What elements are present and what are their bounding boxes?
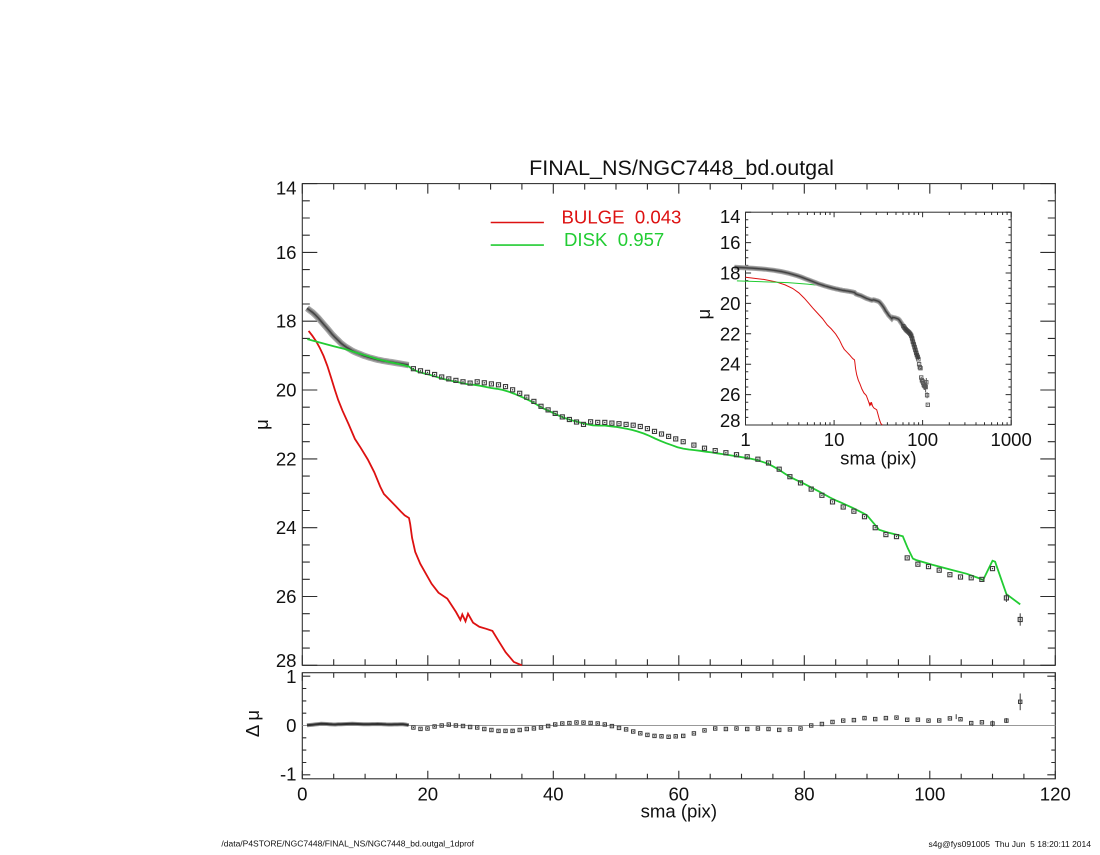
- svg-text:20: 20: [720, 293, 741, 314]
- svg-text:40: 40: [543, 784, 564, 805]
- svg-text:20: 20: [417, 784, 438, 805]
- svg-text:24: 24: [720, 354, 741, 375]
- svg-text:0: 0: [297, 784, 307, 805]
- svg-text:μ: μ: [251, 419, 272, 430]
- svg-text:22: 22: [276, 448, 297, 469]
- svg-text:10: 10: [824, 429, 845, 450]
- svg-text:28: 28: [720, 410, 741, 431]
- svg-text:18: 18: [276, 311, 297, 332]
- svg-text:-1: -1: [280, 763, 297, 784]
- svg-text:Δ μ: Δ μ: [242, 710, 263, 737]
- svg-text:1: 1: [286, 666, 296, 687]
- svg-text:26: 26: [720, 384, 741, 405]
- svg-text:FINAL_NS/NGC7448_bd.outgal: FINAL_NS/NGC7448_bd.outgal: [529, 156, 834, 180]
- svg-text:μ: μ: [693, 309, 714, 320]
- svg-text:14: 14: [720, 206, 741, 227]
- svg-text:sma (pix): sma (pix): [641, 801, 717, 822]
- svg-text:26: 26: [276, 586, 297, 607]
- svg-text:1000: 1000: [991, 429, 1032, 450]
- svg-text:s4g@fys091005 Thu Jun 5 18:2: s4g@fys091005 Thu Jun 5 18:20:11 2014: [928, 839, 1091, 849]
- svg-text:20: 20: [276, 380, 297, 401]
- svg-text:1: 1: [740, 429, 750, 450]
- svg-text:14: 14: [276, 178, 297, 199]
- svg-text:18: 18: [720, 263, 741, 284]
- svg-text:/data/P4STORE/NGC7448/FINAL_NS: /data/P4STORE/NGC7448/FINAL_NS/NGC7448_b…: [221, 839, 474, 849]
- svg-text:100: 100: [914, 784, 945, 805]
- svg-text:80: 80: [794, 784, 815, 805]
- svg-text:28: 28: [276, 650, 297, 671]
- svg-text:BULGE 0.043: BULGE 0.043: [562, 207, 682, 228]
- svg-text:DISK 0.957: DISK 0.957: [564, 229, 664, 250]
- svg-text:24: 24: [276, 517, 297, 538]
- svg-text:sma (pix): sma (pix): [840, 448, 916, 469]
- svg-text:0: 0: [286, 715, 296, 736]
- svg-text:16: 16: [720, 232, 741, 253]
- svg-text:16: 16: [276, 242, 297, 263]
- svg-text:22: 22: [720, 323, 741, 344]
- svg-text:120: 120: [1040, 784, 1071, 805]
- svg-text:100: 100: [907, 429, 938, 450]
- svg-text:60: 60: [668, 784, 689, 805]
